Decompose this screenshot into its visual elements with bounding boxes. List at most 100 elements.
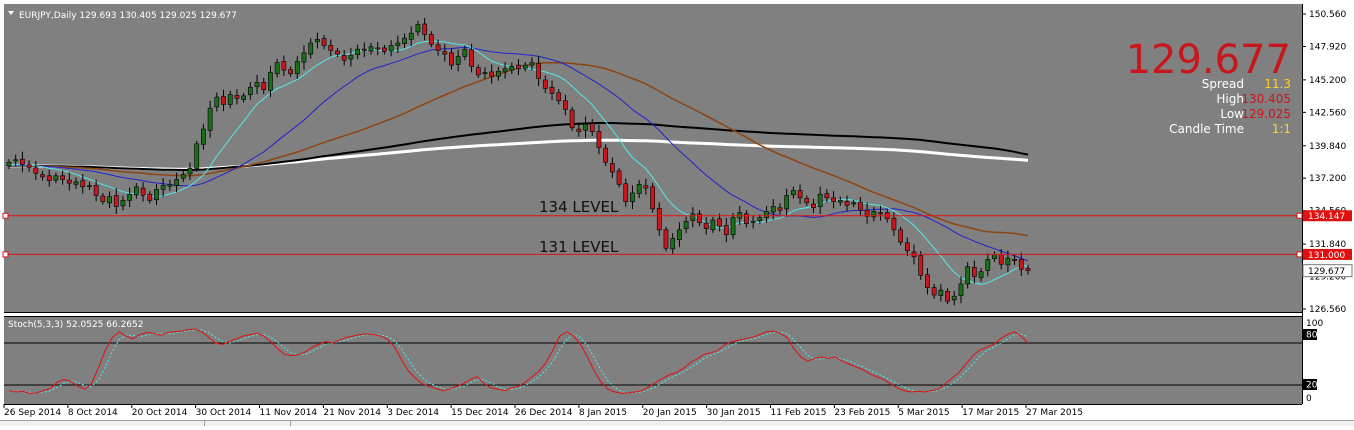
stoch-tick-80: 80 [1306, 331, 1318, 341]
bull-candle [851, 202, 857, 205]
bull-candle [710, 219, 716, 231]
bear-candle [576, 128, 582, 132]
bull-candle [764, 211, 769, 218]
price-tick-label: 150.560 [1309, 10, 1346, 20]
price-tick-label: 137.200 [1309, 174, 1346, 184]
bear-candle [428, 34, 434, 45]
price-tick-label: 129.200 [1309, 273, 1346, 283]
bear-candle [435, 44, 441, 51]
price-tick-label: 126.560 [1309, 305, 1346, 315]
bear-candle [261, 82, 267, 91]
time-axis-label: 5 Mar 2015 [898, 408, 949, 418]
bull-candle [455, 56, 461, 65]
time-axis-label: 30 Jan 2015 [707, 408, 761, 418]
bear-candle [100, 195, 106, 202]
bear-candle [811, 203, 816, 209]
bear-candle [469, 49, 474, 67]
price-tick-label: 145.200 [1309, 76, 1346, 86]
stoch-tick-0: 0 [1306, 394, 1312, 404]
stochastic-panel[interactable] [4, 316, 1302, 404]
bull-candle [180, 174, 186, 179]
current-price-tag [1302, 264, 1353, 278]
bear-candle [925, 274, 930, 288]
ma-black-line [8, 122, 1029, 171]
bull-candle [241, 95, 247, 100]
time-axis-label: 20 Oct 2014 [132, 408, 188, 418]
bear-candle [80, 180, 86, 188]
bull-candle [107, 196, 112, 204]
bull-candle [154, 188, 159, 201]
bull-candle [160, 185, 166, 190]
level-line-handle[interactable] [2, 251, 9, 258]
bear-candle [536, 62, 541, 79]
bear-candle [898, 229, 904, 243]
bear-candle [140, 187, 146, 196]
bear-candle [1012, 259, 1017, 261]
bull-candle [677, 229, 682, 240]
bear-candle [878, 212, 883, 215]
bull-candle [167, 184, 173, 187]
bear-candle [596, 131, 602, 148]
bear-candle [422, 23, 428, 35]
bear-candle [804, 198, 810, 204]
bear-candle [46, 175, 52, 181]
time-axis-label: 26 Dec 2014 [515, 408, 573, 418]
level-131-annotation[interactable]: 131 LEVEL [539, 238, 619, 256]
bull-candle [938, 289, 944, 296]
level-line-handle[interactable] [1296, 251, 1303, 258]
time-axis-label: 3 Dec 2014 [387, 408, 439, 418]
bull-candle [120, 200, 126, 207]
bear-candle [475, 67, 481, 76]
bear-candle [831, 197, 836, 202]
current-price-display: 129.677 [1126, 37, 1291, 83]
bear-candle [945, 290, 950, 302]
bull-candle [388, 45, 394, 52]
stoch-tick-100: 100 [1306, 319, 1323, 329]
price-tick-label: 131.840 [1309, 240, 1346, 250]
bull-candle [268, 72, 273, 91]
level-134-annotation[interactable]: 134 LEVEL [539, 198, 619, 216]
time-axis-label: 11 Nov 2014 [260, 408, 318, 418]
bull-candle [730, 217, 736, 236]
bull-candle [408, 32, 414, 40]
bull-candle [958, 283, 964, 296]
level-line-handle[interactable] [1296, 212, 1303, 219]
price-tick-label: 147.920 [1309, 42, 1346, 52]
low-label: Low [1220, 107, 1244, 121]
bottom-tab-strip[interactable] [0, 420, 1354, 426]
current-price-tag-text: 129.677 [1308, 267, 1345, 277]
bear-candle [723, 225, 729, 236]
bear-candle [147, 193, 153, 201]
bear-candle [931, 287, 937, 296]
main-chart-area[interactable] [4, 4, 1302, 312]
bear-candle [643, 185, 649, 189]
bear-candle [1025, 268, 1031, 271]
price-scale[interactable] [1302, 4, 1352, 404]
bear-candle [998, 254, 1004, 265]
bear-candle [556, 92, 562, 102]
level-line-handle[interactable] [2, 212, 9, 219]
level-134-price-tag [1303, 210, 1352, 222]
bear-candle [288, 69, 293, 75]
bull-candle [529, 62, 535, 66]
bull-candle [837, 200, 843, 203]
candle-time-value: 1:1 [1272, 122, 1291, 136]
triangle-down-icon[interactable] [8, 11, 14, 15]
bear-candle [703, 222, 709, 229]
bull-candle [502, 68, 508, 73]
bear-candle [442, 51, 448, 55]
bear-candle [918, 255, 924, 276]
bull-candle [978, 271, 984, 279]
bear-candle [335, 50, 340, 55]
bear-candle [697, 213, 702, 223]
bull-candle [315, 39, 320, 43]
bull-candle [174, 179, 179, 186]
bull-candle [73, 181, 79, 185]
bear-candle [516, 64, 521, 70]
bear-candle [563, 100, 568, 110]
bull-candle [992, 254, 997, 260]
bull-candle [13, 159, 19, 162]
bull-candle [368, 46, 374, 52]
